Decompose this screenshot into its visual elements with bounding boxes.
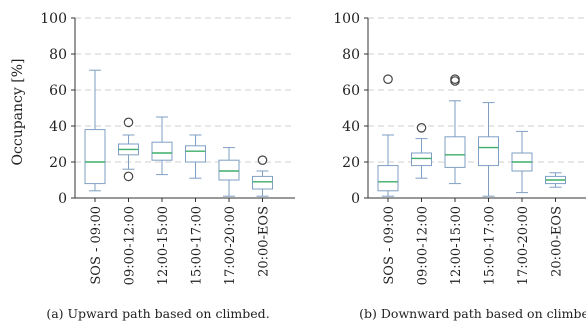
box-2 <box>151 141 173 161</box>
box-5 <box>252 175 273 190</box>
x-tick-label-4: 17:00-20:00 <box>516 206 531 285</box>
y-tick-label-80: 80 <box>49 47 67 63</box>
x-tick-label-3: 15:00-17:00 <box>190 206 205 285</box>
y-tick-label-100: 100 <box>333 11 360 27</box>
outlier-1-0 <box>123 171 134 182</box>
y-tick-label-60: 60 <box>49 83 67 99</box>
y-tick-label-0: 0 <box>351 191 360 207</box>
caption: (a) Upward path based on climbed. <box>46 306 269 321</box>
outlier-0-0 <box>383 74 393 84</box>
caption: (b) Downward path based on climbed. <box>359 306 586 321</box>
box-0 <box>84 129 106 185</box>
y-tick-label-80: 80 <box>342 47 360 63</box>
x-tick-label-4: 17:00-20:00 <box>223 206 238 285</box>
x-tick-label-5: 20:00-EOS <box>257 206 272 277</box>
panel-downward: 0 20 40 60 80 100 SOS - 09:00 09:00-12:00 12:00-… <box>333 11 586 321</box>
x-tick-label-0: SOS - 09:00 <box>89 206 104 285</box>
x-tick-label-5: 20:00-EOS <box>550 206 565 277</box>
y-tick-label-40: 40 <box>342 119 360 135</box>
x-tick-label-3: 15:00-17:00 <box>483 206 498 285</box>
y-tick-label-60: 60 <box>342 83 360 99</box>
box-0 <box>377 165 399 192</box>
box-2 <box>444 136 466 168</box>
y-tick-label-40: 40 <box>49 119 67 135</box>
y-axis-label: Occupancy [%] <box>10 59 26 166</box>
box-3 <box>185 145 206 163</box>
outlier-2-1 <box>450 74 460 84</box>
y-tick-label-20: 20 <box>342 155 360 171</box>
box-1 <box>411 152 432 167</box>
outlier-5-0 <box>257 155 268 165</box>
outlier-1-1 <box>123 117 134 128</box>
x-tick-label-1: 09:00-12:00 <box>416 206 431 285</box>
panel-upward: 0 20 40 60 80 100 Occupancy [%] SOS - 09:00 09:0… <box>10 11 295 321</box>
outlier-1-0 <box>416 123 427 133</box>
y-tick-label-0: 0 <box>58 191 67 207</box>
box-3 <box>478 136 499 167</box>
box-4 <box>218 159 240 181</box>
y-tick-label-100: 100 <box>40 11 67 27</box>
x-tick-label-0: SOS - 09:00 <box>382 206 397 285</box>
x-tick-label-2: 12:00-15:00 <box>449 206 464 285</box>
y-tick-label-20: 20 <box>49 155 67 171</box>
x-tick-label-1: 09:00-12:00 <box>123 206 138 285</box>
x-tick-label-2: 12:00-15:00 <box>156 206 171 285</box>
